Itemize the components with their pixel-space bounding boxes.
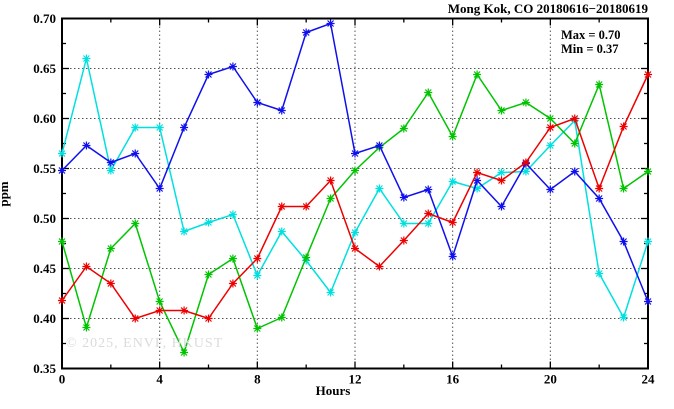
series-red-markers <box>58 70 652 323</box>
series-cyan-markers <box>58 54 652 322</box>
y-tick-label: 0.35 <box>33 361 56 376</box>
x-axis-label: Hours <box>315 383 351 398</box>
x-tick-label: 0 <box>59 372 66 387</box>
y-tick-label: 0.55 <box>33 161 56 176</box>
x-tick-label: 4 <box>156 372 163 387</box>
x-tick-label: 12 <box>349 372 362 387</box>
x-tick-label: 24 <box>642 372 656 387</box>
watermark: © 2025, ENVF, HKUST <box>66 336 224 351</box>
chart-title: Mong Kok, CO 20180616−20180619 <box>447 1 648 16</box>
y-tick-label: 0.65 <box>33 61 56 76</box>
y-tick-label: 0.40 <box>33 311 56 326</box>
y-tick-label: 0.70 <box>33 11 56 26</box>
x-tick-label: 8 <box>254 372 261 387</box>
y-tick-label: 0.50 <box>33 211 56 226</box>
series-green-markers <box>58 70 652 357</box>
y-tick-label: 0.45 <box>33 261 56 276</box>
x-tick-label: 20 <box>544 372 557 387</box>
y-axis-label: ppm <box>0 181 11 207</box>
x-tick-label: 16 <box>446 372 460 387</box>
legend-max-value: Max = 0.70 <box>561 28 621 42</box>
legend-min-value: Min = 0.37 <box>561 41 619 56</box>
legend: Max = 0.70 Min = 0.37 <box>561 28 621 56</box>
y-tick-label: 0.60 <box>33 111 56 126</box>
